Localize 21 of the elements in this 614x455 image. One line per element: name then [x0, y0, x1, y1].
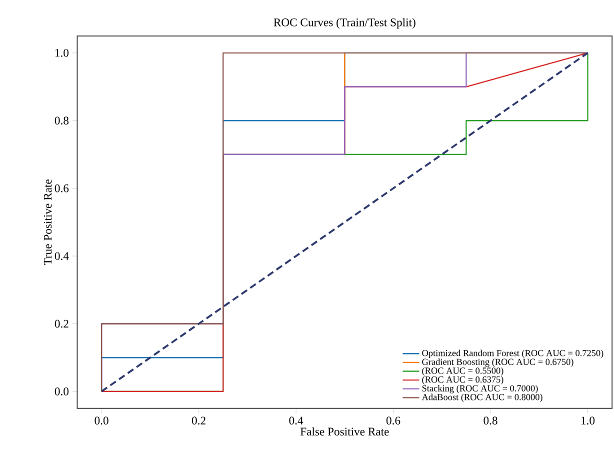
legend-label: Optimized Random Forest (ROC AUC = 0.7250) — [422, 350, 604, 358]
x-tick-label: 0.8 — [484, 416, 498, 425]
y-tick-label: 0.8 — [54, 116, 69, 125]
y-axis-title: True Positive Rate — [44, 180, 52, 266]
legend-label: Gradient Boosting (ROC AUC = 0.6750) — [422, 358, 574, 367]
y-tick-label: 0.0 — [54, 387, 69, 396]
x-tick-label: 0.0 — [94, 416, 108, 425]
legend-label: AdaBoost (ROC AUC = 0.8000) — [422, 394, 542, 402]
chart-title: ROC Curves (Train/Test Split) — [274, 18, 416, 29]
x-tick-label: 0.6 — [386, 416, 400, 425]
legend-label: (ROC AUC = 0.5500) — [422, 367, 504, 376]
x-tick-label: 1.0 — [582, 416, 595, 425]
x-axis-title: False Positive Rate — [300, 427, 389, 436]
y-tick-label: 0.4 — [54, 252, 69, 260]
y-tick-label: 0.6 — [54, 184, 69, 192]
y-tick-label: 0.2 — [54, 320, 68, 328]
x-tick-label: 0.4 — [289, 416, 304, 425]
y-tick-label: 1.0 — [55, 48, 69, 57]
legend-label: Stacking (ROC AUC = 0.7000) — [422, 384, 538, 394]
legend-label: (ROC AUC = 0.6375) — [422, 376, 504, 384]
x-tick-label: 0.2 — [192, 416, 206, 425]
